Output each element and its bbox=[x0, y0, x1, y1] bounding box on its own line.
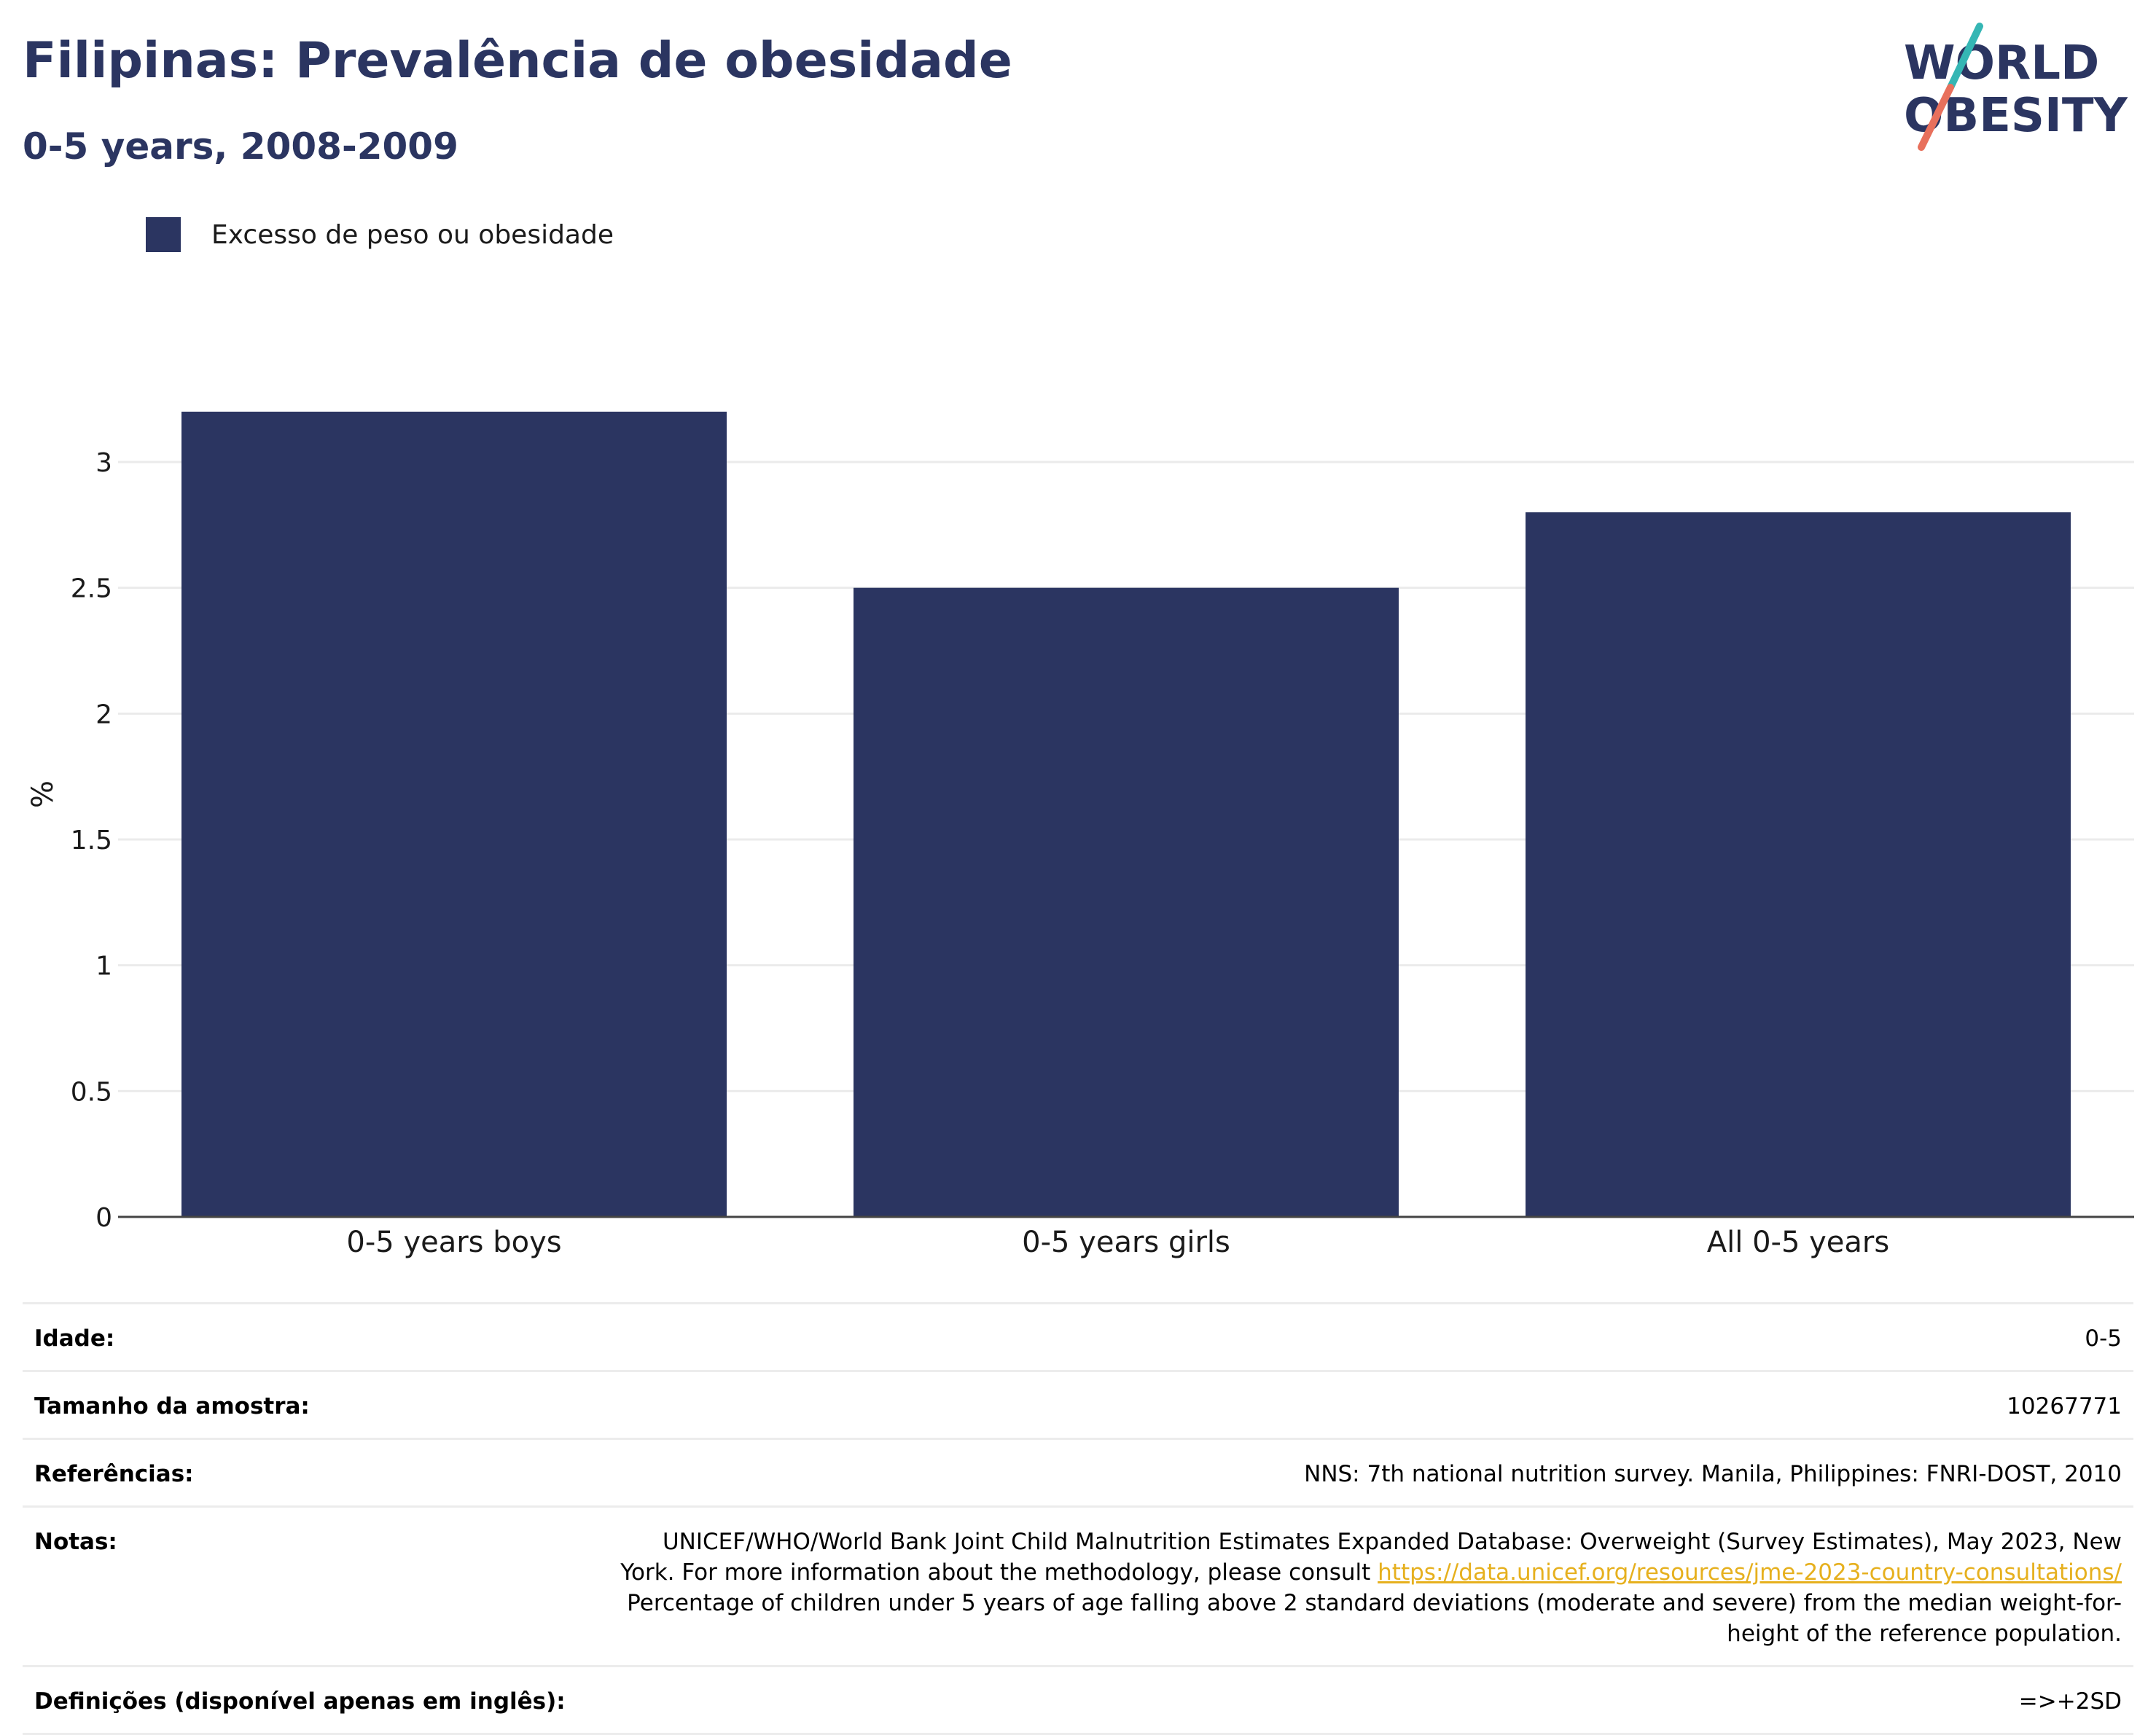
y-tick-label: 0.5 bbox=[71, 1077, 112, 1107]
chart-title: Filipinas: Prevalência de obesidade bbox=[23, 32, 1012, 90]
info-row-sample-size: Tamanho da amostra: 10267771 bbox=[23, 1372, 2133, 1440]
info-table: Idade: 0-5 Tamanho da amostra: 10267771 … bbox=[23, 1302, 2133, 1735]
legend-label: Excesso de peso ou obesidade bbox=[211, 219, 614, 250]
chart-subtitle: 0-5 years, 2008-2009 bbox=[23, 125, 458, 168]
info-row-definitions: Definições (disponível apenas em inglês)… bbox=[23, 1667, 2133, 1735]
info-key-age: Idade: bbox=[34, 1325, 115, 1352]
logo-slash-top bbox=[1947, 23, 1983, 91]
chart-legend[interactable]: Excesso de peso ou obesidade bbox=[146, 217, 614, 252]
logo-line2: OBESITY bbox=[1904, 89, 2128, 143]
x-category-label: 0-5 years girls bbox=[1022, 1226, 1230, 1259]
info-value-sample-size: 10267771 bbox=[2007, 1393, 2122, 1419]
legend-swatch bbox=[146, 217, 181, 252]
y-tick-label: 2.5 bbox=[71, 574, 112, 604]
x-category-label: All 0-5 years bbox=[1707, 1226, 1889, 1259]
y-tick-label: 0 bbox=[95, 1203, 112, 1233]
logo-line1: WORLD bbox=[1904, 36, 2099, 90]
notes-methodology-link[interactable]: https://data.unicef.org/resources/jme-20… bbox=[1378, 1559, 2122, 1586]
info-row-notes: Notas: UNICEF/WHO/World Bank Joint Child… bbox=[23, 1508, 2133, 1667]
y-tick-label: 1 bbox=[95, 952, 112, 982]
logo-slash-bottom bbox=[1918, 84, 1954, 151]
info-value-age: 0-5 bbox=[2085, 1325, 2122, 1352]
y-axis-title: % bbox=[26, 780, 60, 808]
y-tick-label: 2 bbox=[95, 700, 112, 729]
info-row-age: Idade: 0-5 bbox=[23, 1304, 2133, 1372]
bar-2 bbox=[854, 587, 1399, 1217]
info-value-references: NNS: 7th national nutrition survey. Mani… bbox=[1304, 1461, 2122, 1487]
y-tick-label: 3 bbox=[95, 448, 112, 478]
notes-text-after-link: Percentage of children under 5 years of … bbox=[627, 1590, 2122, 1647]
world-obesity-logo: WORLD OBESITY bbox=[1904, 23, 2128, 151]
bar-1 bbox=[181, 411, 727, 1217]
notes-text-before-link: UNICEF/WHO/World Bank Joint Child Malnut… bbox=[620, 1529, 2122, 1586]
x-category-label: 0-5 years boys bbox=[346, 1226, 561, 1259]
info-row-references: Referências: NNS: 7th national nutrition… bbox=[23, 1440, 2133, 1508]
bar-chart: 0 0.5 1 1.5 2 2.5 3 0-5 years boys 0-5 years gir… bbox=[26, 411, 2134, 1259]
y-tick-label: 1.5 bbox=[71, 826, 112, 855]
info-value-notes: UNICEF/WHO/World Bank Joint Child Malnut… bbox=[606, 1527, 2122, 1649]
info-key-notes: Notas: bbox=[34, 1529, 117, 1555]
info-key-references: Referências: bbox=[34, 1461, 194, 1487]
info-value-definitions: =>+2SD bbox=[2018, 1688, 2122, 1715]
info-key-sample-size: Tamanho da amostra: bbox=[34, 1393, 310, 1419]
bar-3 bbox=[1526, 512, 2071, 1217]
info-key-definitions: Definições (disponível apenas em inglês)… bbox=[34, 1688, 566, 1715]
